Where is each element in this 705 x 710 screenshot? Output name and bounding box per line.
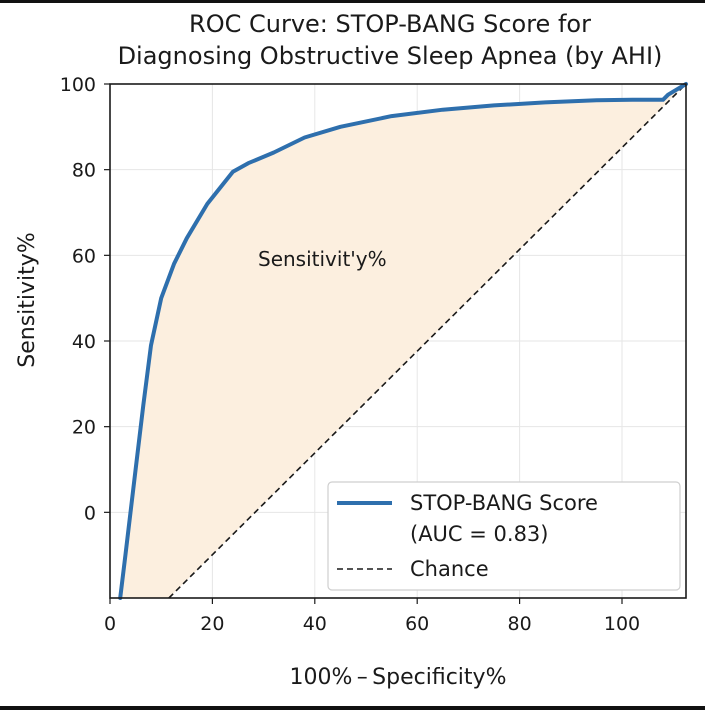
x-tick-label-40: 40	[303, 613, 327, 635]
roc-curve-line	[118, 82, 688, 600]
legend: STOP-BANG Score (AUC = 0.83) Chance	[327, 481, 681, 591]
y-tick-label-40: 40	[72, 331, 96, 353]
bottom-border	[0, 706, 705, 710]
legend-roc-label: STOP-BANG Score	[410, 491, 598, 515]
x-tick-label-80: 80	[508, 613, 532, 635]
top-border	[0, 0, 705, 3]
legend-chance-label: Chance	[410, 557, 489, 581]
legend-box	[327, 481, 681, 591]
legend-roc-auc: (AUC = 0.83)	[410, 522, 549, 546]
y-tick-label-0: 0	[84, 502, 96, 524]
x-tick-label-100: 100	[604, 613, 640, 635]
y-axis-label: Sensitivity%	[15, 232, 40, 367]
chance-diagonal-line	[168, 83, 687, 599]
auc-shaded-area	[120, 84, 686, 598]
x-tick-label-20: 20	[200, 613, 224, 635]
chart-title-line-2: Diagnosing Obstructive Sleep Apnea (by A…	[117, 42, 663, 70]
x-axis-label: 100% – Specificity%	[290, 665, 507, 690]
x-tick-label-0: 0	[104, 613, 116, 635]
y-tick-label-100: 100	[60, 74, 96, 96]
chart-title-line-1: ROC Curve: STOP-BANG Score for	[189, 10, 591, 38]
x-tick-label-60: 60	[405, 613, 429, 635]
curve-annotation: Sensitivit'y%	[258, 247, 387, 271]
axis-ticks: 0 20 40 60 80 100 0 20 40 60 80 100	[60, 74, 640, 635]
y-tick-label-20: 20	[72, 417, 96, 439]
y-tick-label-80: 80	[72, 160, 96, 182]
y-tick-label-60: 60	[72, 245, 96, 267]
